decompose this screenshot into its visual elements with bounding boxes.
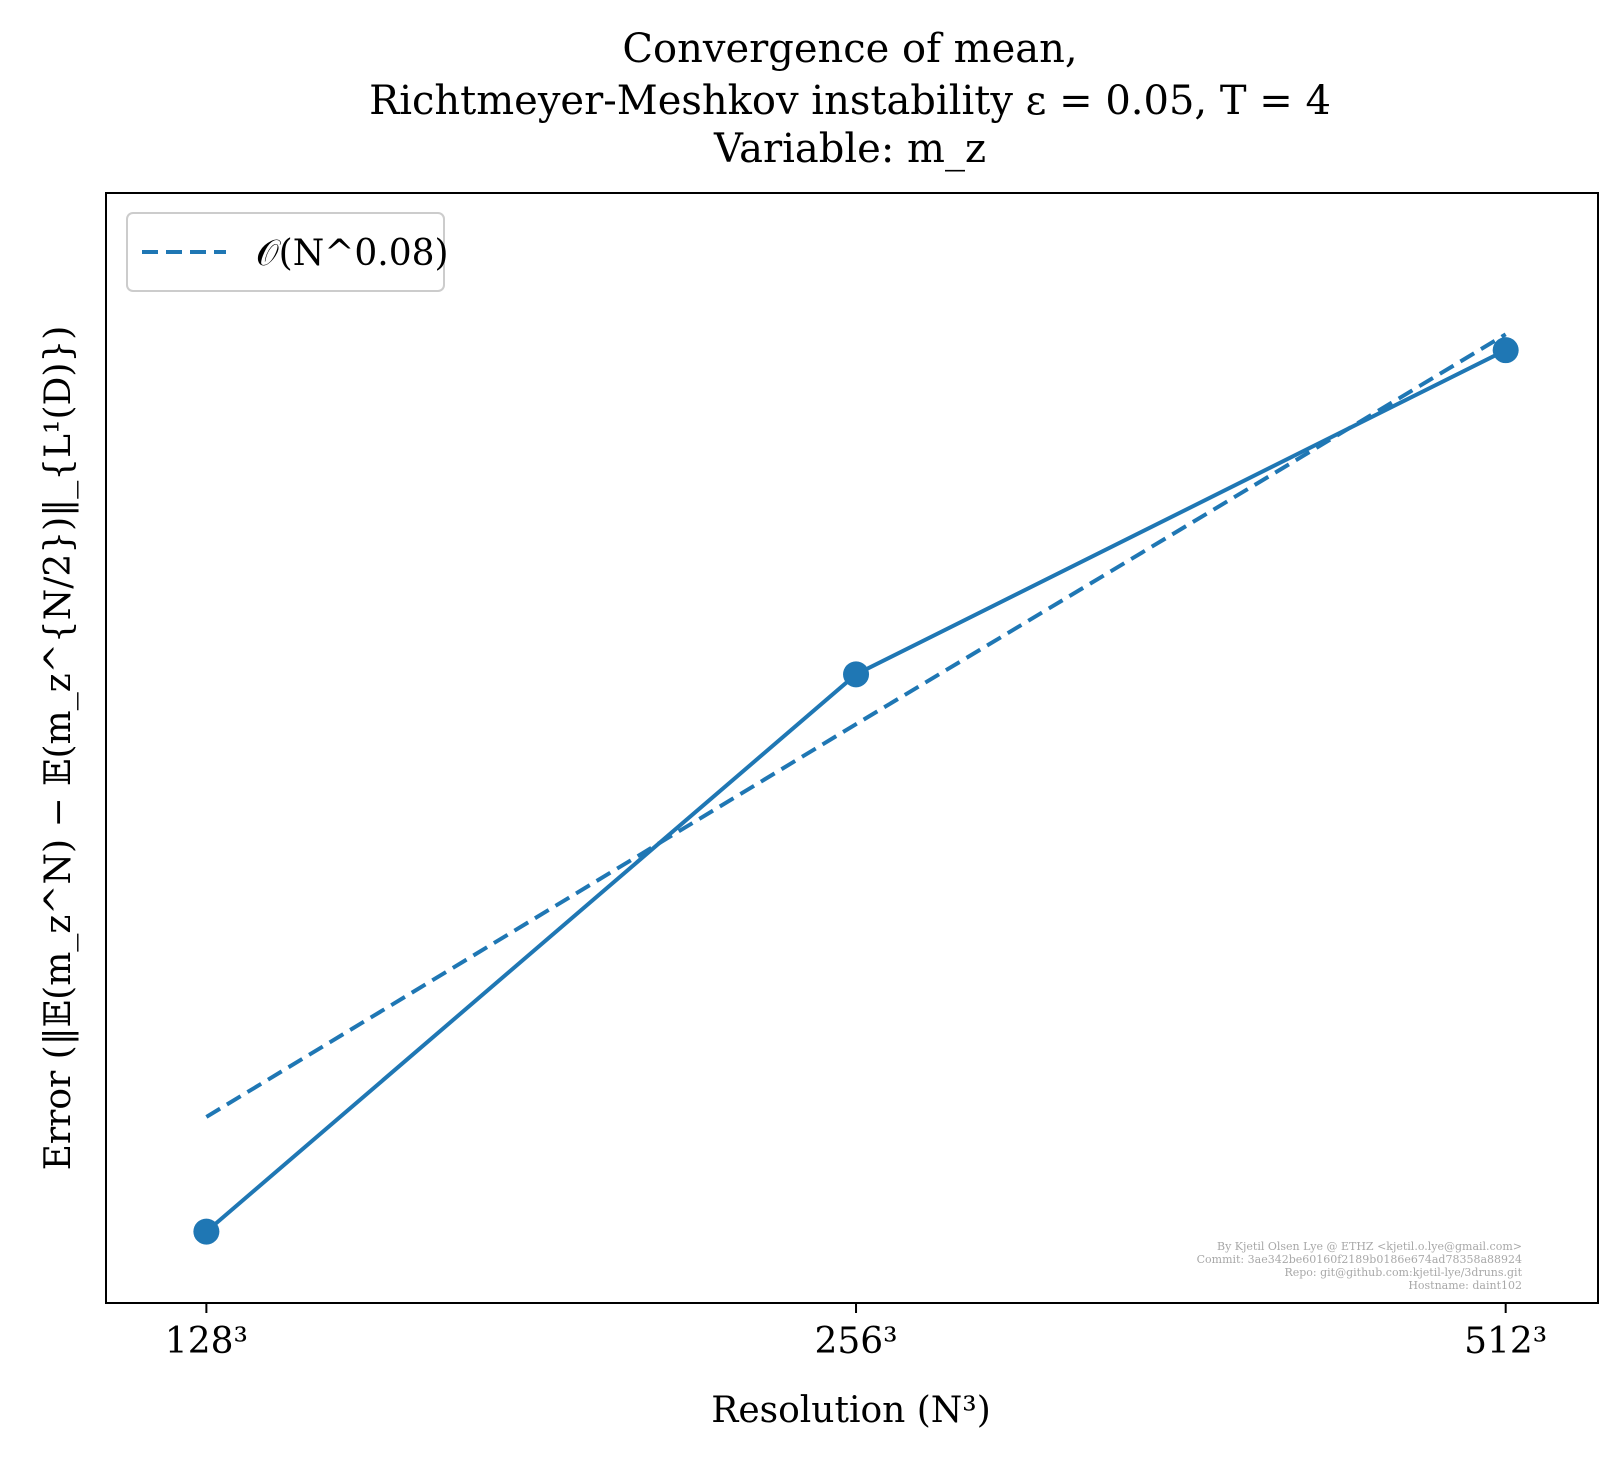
series-layer — [193, 332, 1519, 1245]
watermark-line: Repo: git@github.com:kjetil-lye/3druns.g… — [1284, 1266, 1522, 1279]
reference-line — [205, 332, 1507, 1119]
x-tick-label: 512³ — [1464, 1321, 1547, 1362]
legend-box — [126, 212, 445, 292]
watermark: By Kjetil Olsen Lye @ ETHZ <kjetil.o.lye… — [1197, 1240, 1523, 1292]
data-point — [1492, 337, 1519, 364]
x-tick-label: 256³ — [814, 1321, 897, 1362]
plot-area — [105, 192, 1599, 1304]
x-tick-label: 128³ — [165, 1321, 248, 1362]
data-point — [193, 1218, 220, 1245]
chart-title-line-3: Variable: m_z — [713, 126, 986, 172]
chart-title-line-1: Convergence of mean, — [622, 26, 1077, 72]
legend: 𝒪(N^0.08) — [126, 212, 449, 292]
x-axis: 128³ 256³ 512³ — [165, 1303, 1547, 1362]
x-axis-label: Resolution (N³) — [711, 1390, 991, 1431]
legend-label: 𝒪(N^0.08) — [256, 233, 449, 274]
chart-title-line-2: Richtmeyer-Meshkov instability ε = 0.05,… — [369, 78, 1331, 124]
watermark-line: Commit: 3ae342be60160f2189b0186e674ad783… — [1197, 1253, 1522, 1266]
data-point — [843, 661, 870, 688]
watermark-line: By Kjetil Olsen Lye @ ETHZ <kjetil.o.lye… — [1217, 1240, 1522, 1253]
watermark-line: Hostname: daint102 — [1408, 1279, 1522, 1292]
y-axis-label: Error (‖𝔼(m_z^N) − 𝔼(m_z^{N/2})‖_{L¹(D)}… — [38, 326, 79, 1171]
chart-title: Convergence of mean, Richtmeyer-Meshkov … — [369, 26, 1331, 172]
